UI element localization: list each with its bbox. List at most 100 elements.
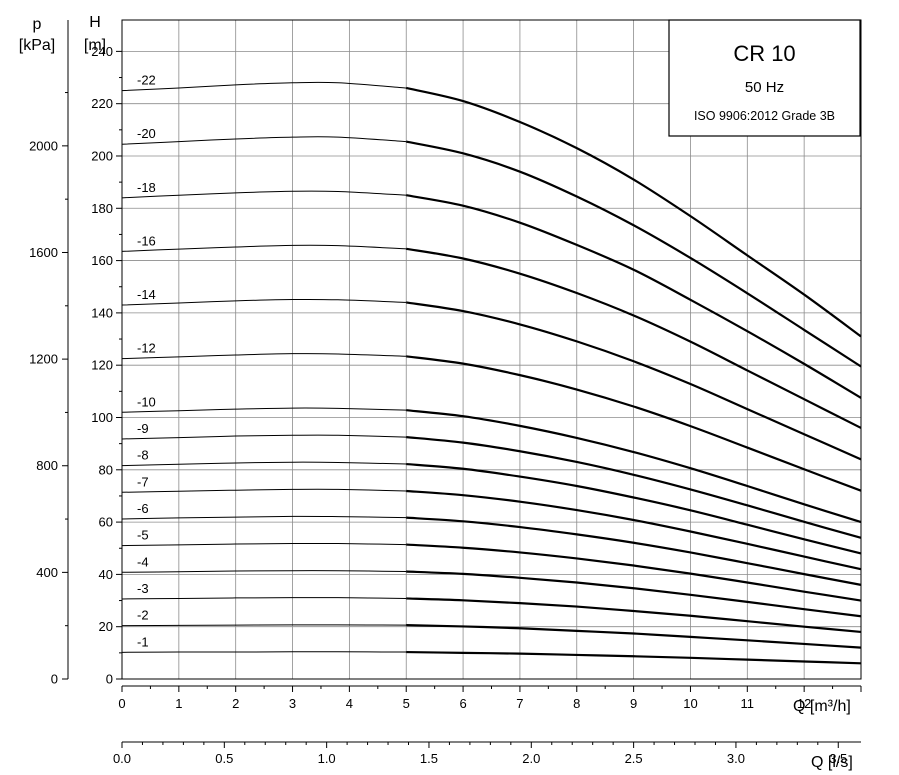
flow-tick-label: 3 — [289, 696, 296, 711]
head-tick-label: 20 — [99, 619, 113, 634]
flow-tick-label: 2 — [232, 696, 239, 711]
curve-thick--18 — [406, 194, 862, 399]
flow-tick-label: 11 — [741, 696, 755, 711]
curve-label: -9 — [137, 421, 149, 436]
curve-thick--5 — [406, 543, 862, 602]
curve-thick--16 — [406, 247, 862, 429]
curve-label: -14 — [137, 287, 156, 302]
head-tick-label: 40 — [99, 567, 113, 582]
head-tick-label: 0 — [106, 672, 113, 687]
curve-thin--4 — [121, 570, 407, 573]
curve-label: -20 — [137, 126, 156, 141]
flow-ls-tick-label: 2.5 — [625, 751, 643, 766]
curve-thick--8 — [406, 462, 862, 555]
curve-thin--12 — [121, 353, 407, 360]
pressure-tick-label: 400 — [36, 565, 58, 580]
curve-label: -16 — [137, 233, 156, 248]
flow-tick-label: 4 — [346, 696, 353, 711]
curve-thick--9 — [406, 436, 862, 539]
flow-tick-label: 12 — [797, 696, 811, 711]
curve-thin--10 — [121, 407, 407, 413]
head-tick-label: 180 — [91, 201, 113, 216]
curve-thick--1 — [406, 650, 862, 665]
pressure-tick-label: 1600 — [29, 245, 58, 260]
curve-label: -12 — [137, 341, 156, 356]
curves — [121, 81, 862, 665]
curve-label: -6 — [137, 501, 149, 516]
axis-titles: p [kPa] H [m] Q [m³/h] Q [l/s] — [19, 14, 853, 771]
flow-tick-label: 9 — [630, 696, 637, 711]
curve-thick--10 — [406, 409, 862, 524]
curve-label: -8 — [137, 448, 149, 463]
curve-thin--18 — [121, 190, 407, 199]
curve-thick--2 — [406, 624, 862, 649]
pressure-axis-label: p — [33, 16, 42, 33]
head-tick-label: 220 — [91, 96, 113, 111]
head-tick-label: 100 — [91, 410, 113, 425]
head-tick-label: 140 — [91, 305, 113, 320]
pressure-tick-label: 1200 — [29, 352, 58, 367]
flow-tick-label: 10 — [683, 696, 697, 711]
curve-thick--12 — [406, 355, 862, 492]
flow-ls-tick-label: 3.5 — [829, 751, 847, 766]
flow-tick-label: 0 — [118, 696, 125, 711]
head-axis-label: H — [89, 14, 101, 31]
pressure-axis-unit: [kPa] — [19, 37, 55, 54]
flow-ls-tick-label: 0.5 — [215, 751, 233, 766]
legend-standard: ISO 9906:2012 Grade 3B — [694, 109, 835, 123]
curve-thin--7 — [121, 488, 407, 493]
curve-label: -1 — [137, 634, 149, 649]
plot-frame — [121, 19, 862, 680]
flow-tick-label: 6 — [459, 696, 466, 711]
flow-ls-tick-label: 1.5 — [420, 751, 438, 766]
flow-tick-label: 5 — [403, 696, 410, 711]
curve-thick--7 — [406, 489, 862, 571]
curve-thin--3 — [121, 597, 407, 600]
curve-label: -4 — [137, 554, 149, 569]
curve-label: -10 — [137, 394, 156, 409]
curve-label: -7 — [137, 474, 149, 489]
curve-thin--20 — [121, 136, 407, 145]
flow-tick-label: 8 — [573, 696, 580, 711]
pressure-tick-label: 800 — [36, 458, 58, 473]
flow-axis-unit-m3h: Q [m³/h] — [793, 698, 851, 715]
curve-thin--22 — [121, 81, 407, 92]
head-tick-label: 60 — [99, 515, 113, 530]
flow-tick-label: 1 — [175, 696, 182, 711]
curve-thin--5 — [121, 542, 407, 547]
curve-thick--14 — [406, 301, 862, 461]
curve-thin--2 — [121, 624, 407, 627]
pressure-tick-label: 2000 — [29, 138, 58, 153]
head-axis-unit: [m] — [84, 37, 106, 54]
head-tick-label: 80 — [99, 462, 113, 477]
flow-ls-tick-label: 2.0 — [522, 751, 540, 766]
curve-thin--8 — [121, 461, 407, 467]
curve-thick--22 — [405, 86, 862, 338]
flow-ls-tick-label: 3.0 — [727, 751, 745, 766]
curve-thin--9 — [121, 434, 407, 440]
head-tick-label: 120 — [91, 358, 113, 373]
curve-thin--6 — [121, 515, 407, 520]
head-tick-label: 240 — [91, 44, 113, 59]
pressure-tick-label: 0 — [51, 672, 58, 687]
head-tick-label: 160 — [91, 253, 113, 268]
curve-thin--16 — [121, 244, 407, 252]
curve-label: -22 — [137, 73, 156, 88]
curve-label: -2 — [137, 608, 149, 623]
curve-thick--3 — [406, 597, 862, 634]
curve-thick--4 — [406, 570, 862, 618]
curve-label: -5 — [137, 528, 149, 543]
curve-thick--6 — [406, 516, 862, 586]
head-tick-label: 200 — [91, 148, 113, 163]
curve-thick--20 — [406, 140, 862, 368]
curve-label: -18 — [137, 180, 156, 195]
flow-tick-label: 7 — [516, 696, 523, 711]
legend-title: CR 10 — [733, 41, 795, 66]
legend-frame — [668, 19, 861, 137]
flow-ls-tick-label: 0.0 — [113, 751, 131, 766]
curve-thin--1 — [121, 651, 407, 653]
curve-labels: -22 -20 -18 -16 -14 -12 -10 -9 -8 -7 -6 -5 -4 -3 -2 -1 — [137, 73, 156, 650]
legend-frequency: 50 Hz — [745, 79, 784, 96]
curve-thin--14 — [121, 298, 407, 306]
